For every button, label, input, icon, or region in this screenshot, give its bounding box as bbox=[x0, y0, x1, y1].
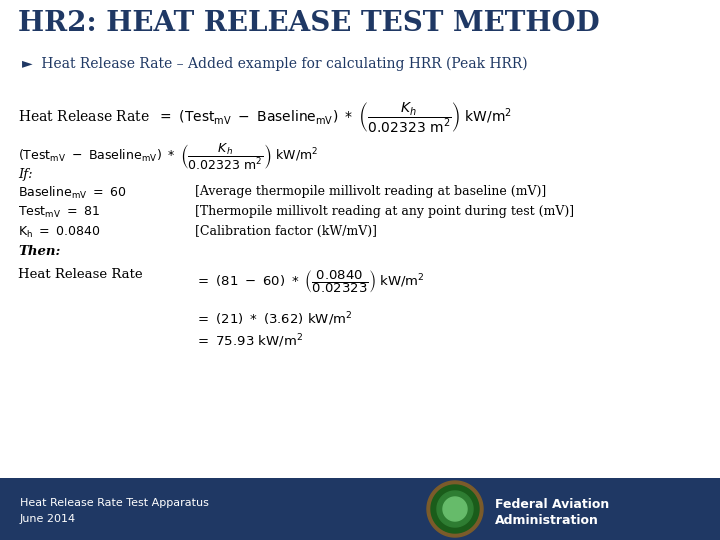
FancyBboxPatch shape bbox=[0, 478, 720, 540]
Text: June 2014: June 2014 bbox=[20, 514, 76, 524]
Polygon shape bbox=[427, 481, 483, 537]
Text: Heat Release Rate: Heat Release Rate bbox=[18, 268, 143, 281]
Text: [Calibration factor (kW/mV)]: [Calibration factor (kW/mV)] bbox=[195, 225, 377, 238]
Text: Then:: Then: bbox=[18, 245, 60, 258]
Text: $\mathrm{Baseline_{mV}}\ =\ 60$: $\mathrm{Baseline_{mV}}\ =\ 60$ bbox=[18, 185, 127, 201]
Text: Federal Aviation: Federal Aviation bbox=[495, 498, 609, 511]
Text: $\mathrm{Test_{mV}}\ =\ 81$: $\mathrm{Test_{mV}}\ =\ 81$ bbox=[18, 205, 100, 220]
Text: $=\ (81\ -\ 60)\ *\ \left(\dfrac{0.0840}{0.02323}\right)\ \mathrm{kW/m}^2$: $=\ (81\ -\ 60)\ *\ \left(\dfrac{0.0840}… bbox=[195, 268, 425, 295]
Polygon shape bbox=[443, 497, 467, 521]
Text: ►  Heat Release Rate – Added example for calculating HRR (Peak HRR): ► Heat Release Rate – Added example for … bbox=[22, 57, 528, 71]
Text: If:: If: bbox=[18, 168, 32, 181]
Text: $=\ 75.93\ \mathrm{kW/m}^2$: $=\ 75.93\ \mathrm{kW/m}^2$ bbox=[195, 332, 303, 349]
Text: $\mathrm{K_h}\ =\ 0.0840$: $\mathrm{K_h}\ =\ 0.0840$ bbox=[18, 225, 101, 240]
Text: $(\mathrm{Test_{mV}}\ -\ \mathrm{Baseline_{mV}})\ *\ \left(\dfrac{K_h}{0.02323\ : $(\mathrm{Test_{mV}}\ -\ \mathrm{Baselin… bbox=[18, 142, 318, 172]
Polygon shape bbox=[437, 491, 473, 527]
Text: $=\ (21)\ *\ (3.62)\ \mathrm{kW/m}^2$: $=\ (21)\ *\ (3.62)\ \mathrm{kW/m}^2$ bbox=[195, 310, 353, 328]
Text: [Average thermopile millivolt reading at baseline (mV)]: [Average thermopile millivolt reading at… bbox=[195, 185, 546, 198]
Text: Administration: Administration bbox=[495, 514, 599, 527]
Text: HR2: HEAT RELEASE TEST METHOD: HR2: HEAT RELEASE TEST METHOD bbox=[18, 10, 600, 37]
Text: [Thermopile millivolt reading at any point during test (mV)]: [Thermopile millivolt reading at any poi… bbox=[195, 205, 574, 218]
Text: Heat Release Rate Test Apparatus: Heat Release Rate Test Apparatus bbox=[20, 498, 209, 508]
Polygon shape bbox=[431, 485, 479, 533]
Text: Heat Release Rate  $=\ (\mathrm{Test_{mV}}\ -\ \mathrm{Baseline_{mV}})\ *\ \left: Heat Release Rate $=\ (\mathrm{Test_{mV}… bbox=[18, 100, 512, 134]
